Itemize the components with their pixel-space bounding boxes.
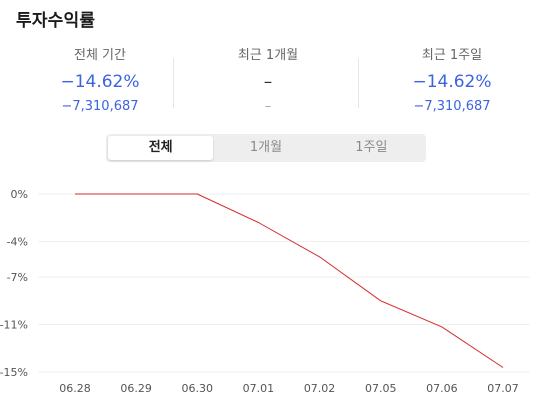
chart-series [74, 193, 504, 368]
page-title: 투자수익률 [16, 11, 96, 31]
x-tick-label: 07.06 [426, 382, 458, 395]
y-tick-label: -4% [7, 235, 28, 248]
stat-amount: −7,310,687 [413, 99, 491, 114]
x-tick-label: 07.05 [365, 382, 397, 395]
stat-amount: – [264, 99, 272, 114]
y-axis-ticks: 0% -4% -7% -11% -15% [0, 188, 28, 379]
stat-last-month: 최근 1개월 – – [183, 46, 353, 117]
x-tick-label: 06.28 [59, 382, 91, 395]
x-tick-label: 06.29 [120, 382, 152, 395]
y-tick-label: -15% [0, 366, 28, 379]
return-line-chart: 0% -4% -7% -11% -15% 06.28 06.29 06.30 07.01 07.… [0, 188, 530, 395]
stat-last-week: 최근 1주일 −14.62% −7,310,687 [367, 46, 537, 117]
chart-grid [38, 193, 530, 373]
return-summary: 전체 기간 −14.62% −7,310,687 최근 1개월 – – 최근 1… [0, 46, 538, 116]
stat-percent: −14.62% [412, 72, 492, 92]
x-tick-label: 07.02 [304, 382, 336, 395]
stat-label: 최근 1개월 [237, 48, 299, 63]
y-tick-label: 0% [11, 188, 28, 201]
x-tick-label: 07.01 [243, 382, 275, 395]
stat-divider [173, 58, 174, 108]
stat-amount: −7,310,687 [61, 99, 139, 114]
series-line [75, 193, 504, 368]
stat-percent: −14.62% [60, 72, 140, 92]
x-axis-ticks: 06.28 06.29 06.30 07.01 07.02 07.05 07.06 07.07 [59, 382, 519, 395]
tab-all[interactable]: 전체 [108, 136, 214, 160]
x-tick-label: 06.30 [182, 382, 214, 395]
period-tabs: 전체 1개월 1주일 [106, 134, 426, 162]
y-tick-label: -7% [7, 271, 28, 284]
stat-divider [358, 58, 359, 108]
tab-1-week[interactable]: 1주일 [355, 140, 388, 155]
stat-total-period: 전체 기간 −14.62% −7,310,687 [15, 46, 185, 117]
stat-label: 최근 1주일 [421, 48, 483, 63]
tab-1-month[interactable]: 1개월 [249, 140, 283, 155]
y-tick-label: -11% [0, 319, 28, 332]
stat-percent: – [263, 72, 273, 92]
stat-label: 전체 기간 [74, 48, 126, 63]
x-tick-label: 07.07 [487, 382, 519, 395]
